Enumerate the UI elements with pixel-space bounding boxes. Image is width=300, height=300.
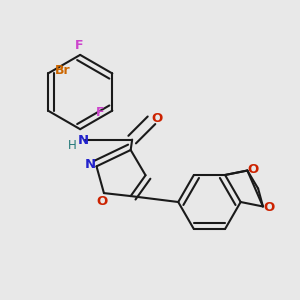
- Text: O: O: [151, 112, 163, 125]
- Text: O: O: [97, 195, 108, 208]
- Text: N: N: [84, 158, 95, 171]
- Text: N: N: [78, 134, 89, 147]
- Text: H: H: [68, 139, 77, 152]
- Text: F: F: [74, 39, 83, 52]
- Text: F: F: [96, 106, 105, 118]
- Text: O: O: [263, 202, 274, 214]
- Text: Br: Br: [55, 64, 71, 77]
- Text: O: O: [248, 163, 259, 176]
